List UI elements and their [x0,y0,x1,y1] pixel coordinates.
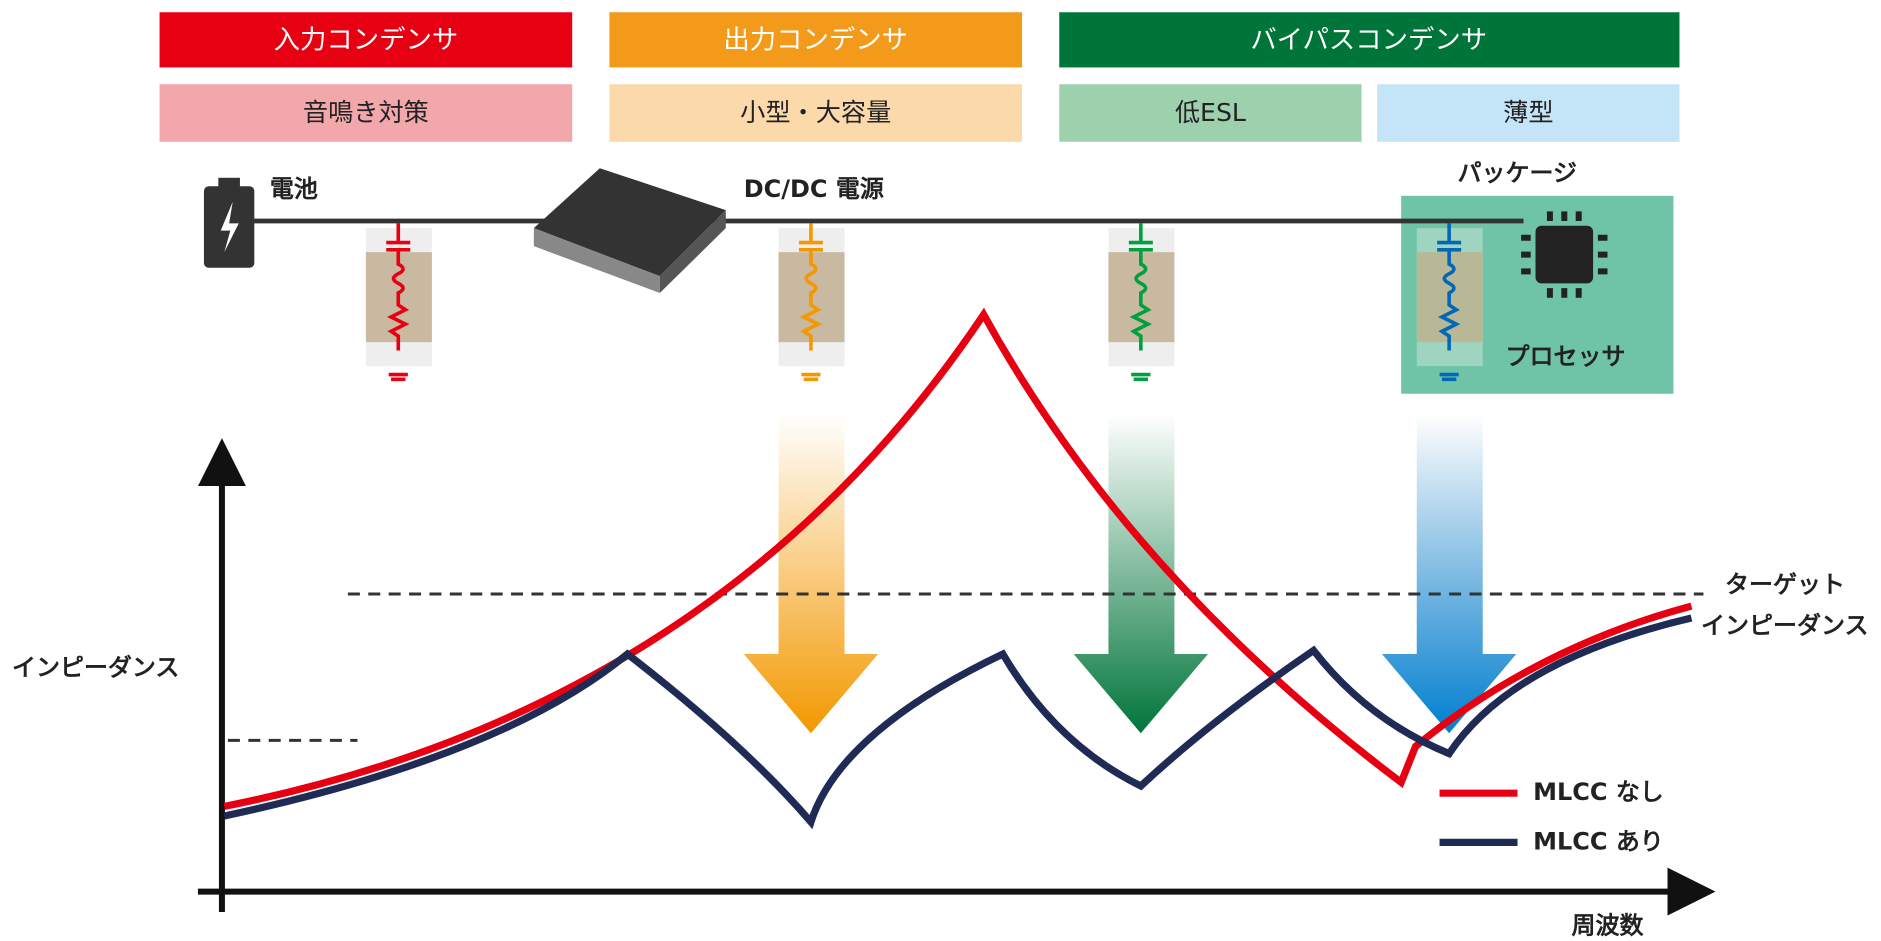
feature: 音鳴き対策 [303,98,429,127]
feature: 薄型 [1503,98,1553,127]
legend-label: MLCC あり [1533,827,1664,855]
axes [197,438,1716,916]
curve-without-mlcc [223,307,1693,810]
curve-with-mlcc [223,614,1693,830]
capacitors [365,223,1483,382]
battery-label: 電池 [270,175,318,203]
processor-label: プロセッサ [1506,343,1626,371]
x-axis-label: 周波数 [1571,911,1644,939]
processor-icon [1521,211,1608,298]
y-axis-label: インピーダンス [12,653,179,681]
feature: 低ESL [1175,98,1246,127]
arrows [743,414,1517,734]
header-bars [159,12,1680,142]
dcdc-label: DC/DC 電源 [744,175,884,203]
target-label: ターゲット [1725,571,1845,599]
target-label: インピーダンス [1701,611,1868,639]
header: 出力コンデンサ [723,26,908,56]
dcdc-chip [533,168,726,293]
package-label: パッケージ [1458,159,1577,187]
header: バイパスコンデンサ [1250,26,1487,56]
header: 入力コンデンサ [274,26,459,56]
battery [203,177,255,268]
legend-label: MLCC なし [1533,778,1664,806]
feature: 小型・大容量 [740,98,891,127]
